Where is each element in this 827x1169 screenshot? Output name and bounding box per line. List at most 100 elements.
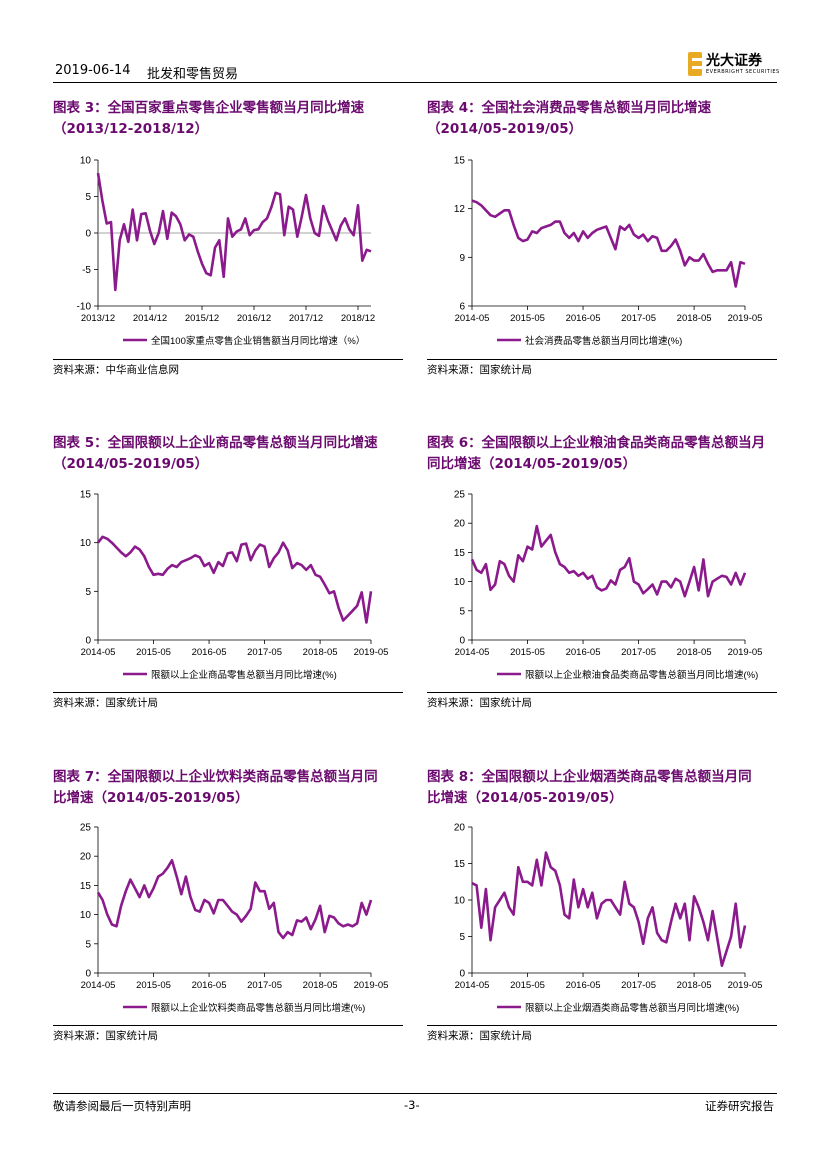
figure-8-title: 图表 8：全国限额以上企业烟酒类商品零售总额当月同 比增速（2014/05-20… (427, 767, 777, 809)
figure-6-title-line-1: 图表 6：全国限额以上企业粮油食品类商品零售总额当月 (427, 435, 766, 451)
x-tick-label: 2016/12 (237, 313, 271, 324)
figure-3-title-line-1: 图表 3：全国百家重点零售企业零售额当月同比增速 (53, 100, 365, 116)
x-tick-label: 2016-05 (566, 647, 601, 658)
y-tick-label: 15 (454, 859, 466, 870)
y-tick-label: 20 (80, 852, 92, 863)
figure-3-source: 资料来源：中华商业信息网 (53, 364, 179, 376)
footer-disclaimer: 敬请参阅最后一页特别声明 (53, 1099, 191, 1113)
y-tick-label: 6 (459, 302, 465, 313)
x-tick-label: 2014/12 (133, 313, 167, 324)
figure-8-title-line-2: 比增速（2014/05-2019/05） (427, 790, 623, 806)
figure-4-title: 图表 4：全国社会消费品零售总额当月同比增速 （2014/05-2019/05） (427, 98, 777, 140)
x-tick-label: 2018-05 (303, 980, 338, 991)
y-tick-label: 0 (85, 636, 91, 647)
x-tick-label: 2017-05 (621, 647, 656, 658)
x-tick-label: 2015-05 (510, 313, 545, 324)
legend-label: 全国100家重点零售企业销售额当月同比增速（%） (151, 335, 365, 347)
series-line (96, 859, 373, 940)
x-tick-label: 2014-05 (455, 980, 490, 991)
figure-3-chart: -10 -5 0 5 10 2013/12 2014/12 2015/12 2016/12 201… (77, 156, 376, 348)
figure-3-title: 图表 3：全国百家重点零售企业零售额当月同比增速 （2013/12-2018/1… (53, 98, 403, 140)
y-tick-label: 0 (85, 969, 91, 980)
x-tick-label: 2018-05 (677, 647, 712, 658)
logo-text-en: EVERBRIGHT SECURITIES (706, 69, 780, 75)
x-tick-label: 2016-05 (192, 980, 227, 991)
x-tick-label: 2015-05 (136, 980, 171, 991)
series-line (96, 535, 373, 624)
x-tick-label: 2018-05 (677, 313, 712, 324)
legend-label: 限额以上企业商品零售总额当月同比增速(%) (151, 669, 337, 681)
figure-6-source-divider (427, 692, 777, 693)
x-tick-label: 2018-05 (303, 647, 338, 658)
figure-7-title: 图表 7：全国限额以上企业饮料类商品零售总额当月同 比增速（2014/05-20… (53, 767, 403, 809)
y-tick-label: 10 (80, 156, 92, 167)
legend-label: 限额以上企业粮油食品类商品零售总额当月同比增速(%) (525, 669, 758, 681)
figure-4-title-line-2: （2014/05-2019/05） (427, 121, 583, 137)
x-tick-label: 2018/12 (341, 313, 375, 324)
x-tick-label: 2019-05 (728, 647, 763, 658)
figure-5-source-divider (53, 692, 403, 693)
logo-mark-icon (688, 52, 702, 76)
y-tick-label: -10 (77, 302, 92, 313)
figure-5-chart: 0 5 10 15 2014-05 2015-05 2016-05 2017-05 2018-0… (80, 490, 389, 682)
series-line (471, 851, 747, 967)
figure-7-source-divider (53, 1025, 403, 1026)
header-divider (53, 82, 777, 83)
page-number: -3- (404, 1098, 420, 1112)
y-tick-label: 15 (454, 156, 466, 167)
figure-8-source-divider (427, 1025, 777, 1026)
report-sector: 批发和零售贸易 (147, 67, 239, 82)
x-tick-label: 2017-05 (621, 980, 656, 991)
figure-8-chart: 0 5 10 15 20 2014-05 2015-05 2016-05 2017-05 2018… (454, 823, 763, 1015)
x-tick-label: 2019-05 (728, 313, 763, 324)
figure-6-title-line-2: 同比增速（2014/05-2019/05） (427, 456, 637, 472)
y-tick-label: 25 (80, 823, 92, 834)
logo-text-cn: 光大证券 (706, 53, 762, 69)
company-logo: 光大证券 EVERBRIGHT SECURITIES (688, 50, 780, 80)
figure-5-title-line-2: （2014/05-2019/05） (53, 456, 209, 472)
y-tick-label: 15 (80, 490, 92, 501)
y-tick-label: 5 (85, 939, 91, 950)
series-line (471, 199, 746, 288)
series-line (470, 524, 747, 598)
y-tick-label: 5 (459, 606, 465, 617)
figure-7-title-line-2: 比增速（2014/05-2019/05） (53, 790, 249, 806)
legend-label: 社会消费品零售总额当月同比增速(%) (525, 335, 682, 347)
x-tick-label: 2014-05 (455, 647, 490, 658)
x-tick-label: 2015-05 (510, 980, 545, 991)
x-tick-label: 2017-05 (621, 313, 656, 324)
figure-5-source: 资料来源：国家统计局 (53, 697, 158, 709)
figure-7-source: 资料来源：国家统计局 (53, 1030, 158, 1042)
figure-8-title-line-1: 图表 8：全国限额以上企业烟酒类商品零售总额当月同 (427, 769, 752, 785)
y-tick-label: 0 (459, 636, 465, 647)
figure-4-source: 资料来源：国家统计局 (427, 364, 532, 376)
y-tick-label: 10 (454, 896, 466, 907)
y-tick-label: 0 (459, 969, 465, 980)
legend-label: 限额以上企业烟酒类商品零售总额当月同比增速(%) (525, 1002, 739, 1014)
y-tick-label: 10 (454, 577, 466, 588)
x-tick-label: 2019-05 (354, 647, 389, 658)
x-tick-label: 2017-05 (247, 647, 282, 658)
y-tick-label: 9 (459, 253, 465, 264)
x-tick-label: 2014-05 (81, 647, 116, 658)
y-tick-label: -5 (82, 265, 91, 276)
y-tick-label: 15 (454, 548, 466, 559)
footer-divider (53, 1093, 777, 1094)
x-tick-label: 2015/12 (185, 313, 219, 324)
y-tick-label: 10 (80, 538, 92, 549)
x-tick-label: 2018-05 (677, 980, 712, 991)
legend-label: 限额以上企业饮料类商品零售总额当月同比增速(%) (151, 1002, 365, 1014)
footer-report-type: 证券研究报告 (705, 1099, 774, 1113)
x-tick-label: 2016-05 (566, 980, 601, 991)
figure-8-source: 资料来源：国家统计局 (427, 1030, 532, 1042)
figure-3-title-line-2: （2013/12-2018/12） (53, 121, 209, 137)
y-tick-label: 10 (80, 910, 92, 921)
figure-4-source-divider (427, 359, 777, 360)
y-tick-label: 20 (454, 823, 466, 834)
x-tick-label: 2019-05 (728, 980, 763, 991)
report-date: 2019-06-14 (55, 63, 131, 78)
y-tick-label: 0 (85, 229, 91, 240)
y-tick-label: 15 (80, 881, 92, 892)
x-tick-label: 2013/12 (81, 313, 115, 324)
x-tick-label: 2014-05 (455, 313, 490, 324)
